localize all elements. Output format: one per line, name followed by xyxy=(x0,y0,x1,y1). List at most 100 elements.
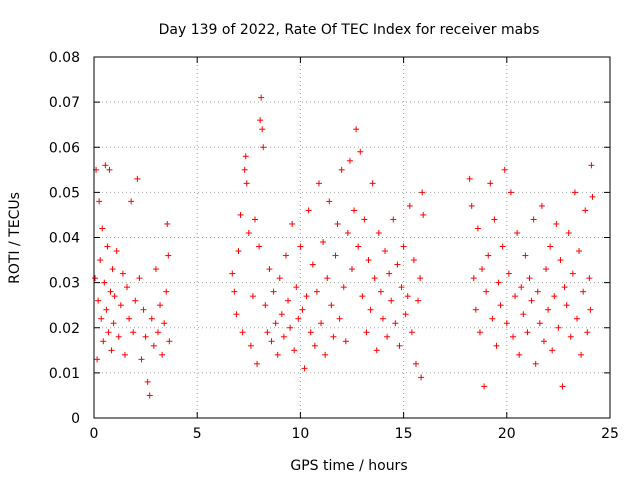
data-point xyxy=(587,306,594,313)
data-point xyxy=(573,315,580,322)
data-point xyxy=(309,261,316,268)
data-point xyxy=(543,266,550,273)
data-point xyxy=(148,315,155,322)
data-point xyxy=(419,189,426,196)
data-point xyxy=(582,207,589,214)
x-tick-label: 15 xyxy=(395,426,413,442)
data-point xyxy=(259,126,266,133)
data-point xyxy=(100,338,107,345)
data-point xyxy=(237,211,244,218)
data-point xyxy=(247,342,254,349)
data-point xyxy=(388,297,395,304)
data-point xyxy=(578,351,585,358)
data-point xyxy=(404,293,411,300)
y-tick-label: 0.03 xyxy=(49,276,80,292)
data-point xyxy=(266,266,273,273)
data-point xyxy=(291,347,298,354)
data-point xyxy=(497,302,504,309)
data-point xyxy=(561,284,568,291)
data-point xyxy=(410,257,417,264)
x-tick-label: 5 xyxy=(193,426,202,442)
grid-lines xyxy=(94,57,610,418)
data-point xyxy=(233,311,240,318)
data-point xyxy=(163,288,170,295)
data-point xyxy=(101,279,108,286)
data-point xyxy=(406,202,413,209)
data-point xyxy=(369,180,376,187)
data-point xyxy=(559,383,566,390)
data-point xyxy=(400,243,407,250)
data-point xyxy=(479,266,486,273)
y-tick-label: 0.05 xyxy=(49,185,80,201)
data-point xyxy=(293,284,300,291)
data-point xyxy=(349,266,355,273)
data-point xyxy=(526,275,533,282)
plot-frame xyxy=(93,56,611,419)
data-point xyxy=(487,180,494,187)
data-point xyxy=(351,207,358,214)
data-point xyxy=(512,293,519,300)
data-point xyxy=(363,329,370,336)
data-point xyxy=(569,270,576,277)
data-point xyxy=(499,243,506,250)
data-point xyxy=(104,243,111,250)
data-point xyxy=(262,302,269,309)
data-point xyxy=(157,302,164,309)
data-point xyxy=(278,311,285,318)
data-point xyxy=(164,220,171,227)
data-point xyxy=(485,252,492,259)
data-point xyxy=(144,378,151,385)
data-point xyxy=(119,270,126,277)
data-point xyxy=(553,220,560,227)
data-point xyxy=(311,342,318,349)
data-point xyxy=(126,315,133,322)
data-point xyxy=(346,157,353,164)
y-tick-label: 0 xyxy=(71,411,80,427)
data-point xyxy=(586,275,593,282)
data-point xyxy=(124,284,131,291)
data-point xyxy=(109,266,116,273)
data-point xyxy=(256,243,263,250)
data-point xyxy=(305,207,312,214)
x-tick-label: 25 xyxy=(601,426,619,442)
data-point xyxy=(516,351,523,358)
data-point xyxy=(563,302,570,309)
data-point xyxy=(534,288,541,295)
data-point xyxy=(320,239,327,246)
data-point xyxy=(249,293,256,300)
x-tick-label: 20 xyxy=(498,426,516,442)
x-tick-label: 0 xyxy=(90,426,99,442)
data-point xyxy=(115,333,122,340)
data-point xyxy=(332,252,339,259)
data-point xyxy=(313,288,320,295)
data-point xyxy=(99,225,106,232)
x-axis: 0 5 10 15 20 25 xyxy=(90,57,619,442)
data-point xyxy=(280,333,287,340)
data-point xyxy=(97,257,104,264)
data-point xyxy=(307,329,314,336)
data-point xyxy=(257,117,264,124)
data-point xyxy=(166,338,173,345)
data-point xyxy=(470,275,477,282)
data-point xyxy=(342,338,349,345)
data-point xyxy=(150,342,157,349)
data-point xyxy=(243,180,250,187)
data-point xyxy=(95,297,102,304)
data-point xyxy=(106,166,113,173)
data-point xyxy=(540,338,547,345)
data-point xyxy=(382,248,389,255)
data-point xyxy=(532,360,539,367)
y-axis-label: ROTI / TECUs xyxy=(7,192,23,284)
data-point xyxy=(390,216,397,223)
data-point xyxy=(328,302,335,309)
x-axis-label: GPS time / hours xyxy=(290,458,407,474)
data-point xyxy=(489,315,496,322)
data-point xyxy=(276,275,283,282)
data-point xyxy=(295,315,302,322)
data-point xyxy=(495,279,502,286)
data-point xyxy=(318,320,325,327)
y-tick-label: 0.04 xyxy=(49,231,80,247)
data-point xyxy=(242,153,249,160)
data-point xyxy=(297,243,304,250)
